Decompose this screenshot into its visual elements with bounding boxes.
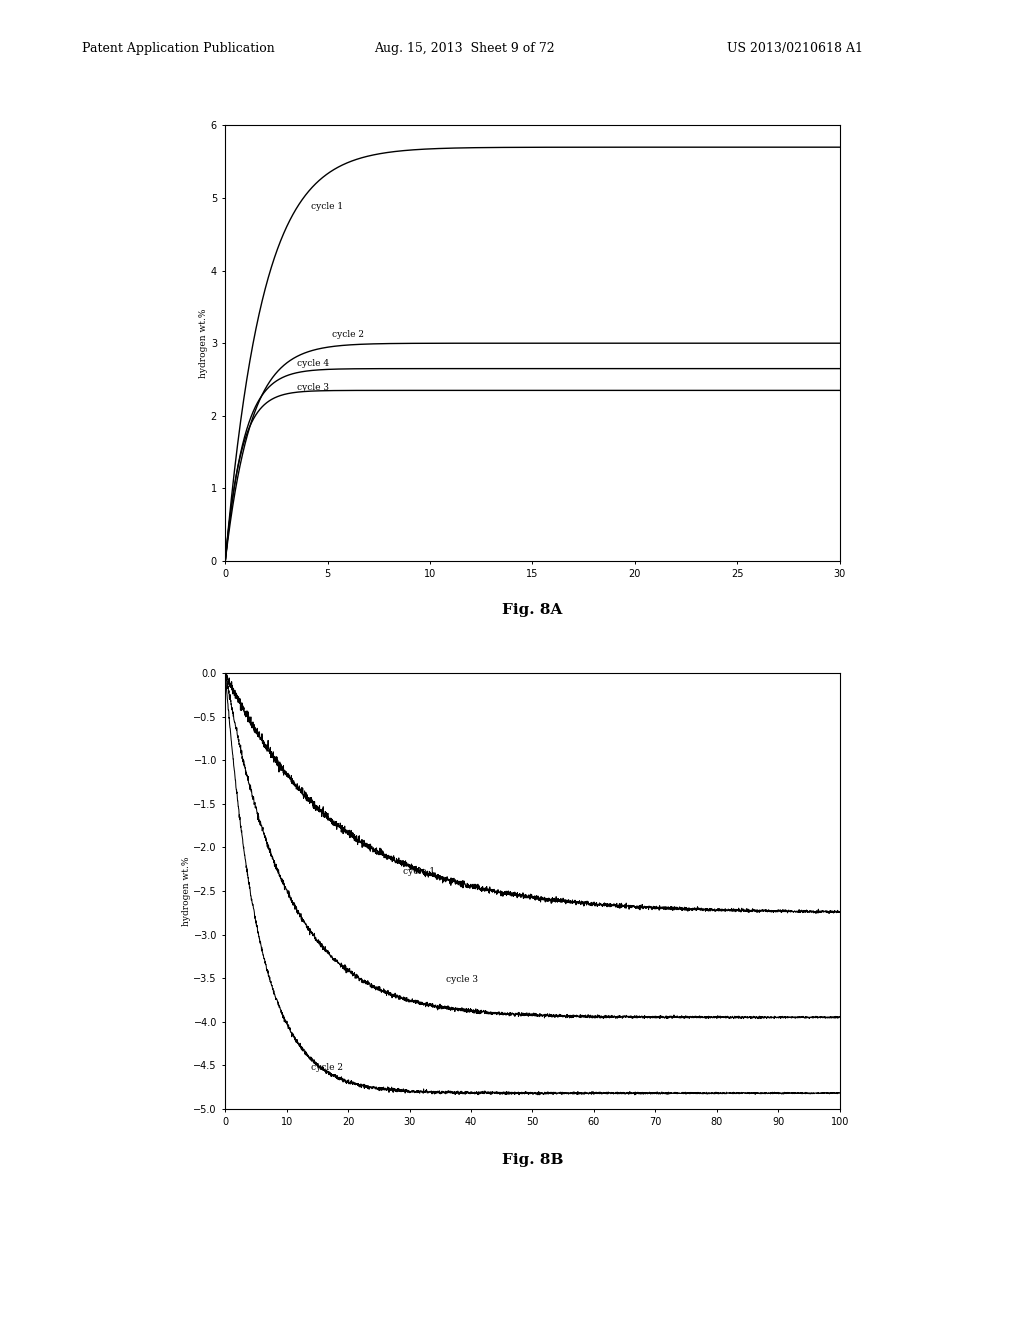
Text: cycle 1: cycle 1 xyxy=(311,202,343,211)
Text: cycle 1: cycle 1 xyxy=(403,866,435,875)
Text: cycle 4: cycle 4 xyxy=(297,359,329,368)
Text: Aug. 15, 2013  Sheet 9 of 72: Aug. 15, 2013 Sheet 9 of 72 xyxy=(374,42,554,55)
Text: cycle 2: cycle 2 xyxy=(311,1063,343,1072)
Text: cycle 2: cycle 2 xyxy=(332,330,364,339)
Text: cycle 3: cycle 3 xyxy=(446,975,478,985)
Text: Fig. 8A: Fig. 8A xyxy=(503,603,562,616)
Text: Fig. 8B: Fig. 8B xyxy=(502,1154,563,1167)
Y-axis label: hydrogen wt.%: hydrogen wt.% xyxy=(181,857,190,925)
Text: Patent Application Publication: Patent Application Publication xyxy=(82,42,274,55)
Text: US 2013/0210618 A1: US 2013/0210618 A1 xyxy=(727,42,863,55)
Text: cycle 3: cycle 3 xyxy=(297,383,329,392)
Y-axis label: hydrogen wt.%: hydrogen wt.% xyxy=(199,309,208,378)
